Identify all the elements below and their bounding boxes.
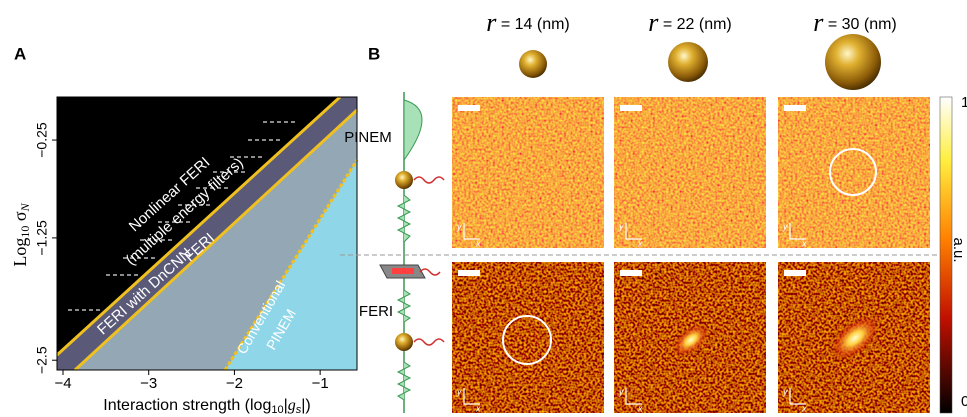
axis-glyph-label: y: [782, 221, 788, 231]
colorbar-label: a.u.: [950, 237, 967, 262]
axis-glyph-label: x: [475, 238, 481, 248]
nanoparticle: [825, 34, 881, 90]
axis-glyph-label: y: [456, 386, 462, 396]
y-tick-label: −0.25: [34, 122, 50, 158]
scale-bar: [784, 105, 806, 111]
column-header: r = 30 (nm): [813, 8, 897, 37]
image: [452, 262, 604, 413]
axis-glyph-label: x: [801, 238, 807, 248]
nanoparticle: [519, 50, 547, 78]
x-tick-label: −3: [140, 375, 157, 392]
scale-bar: [458, 270, 480, 276]
y-tick-label: −1.25: [34, 220, 50, 256]
scale-bar: [620, 105, 642, 111]
image-grid: [452, 97, 930, 413]
scale-bar: [620, 270, 642, 276]
colorbar-tick: 1: [961, 94, 967, 111]
scale-bar: [784, 270, 806, 276]
colorbar-tick: 0: [961, 393, 967, 410]
image: [452, 97, 604, 248]
axis-glyph-label: x: [637, 238, 643, 248]
row-label: PINEM: [344, 129, 392, 146]
column-headers: r = 14 (nm) r = 22 (nm) r = 30 (nm): [486, 8, 897, 37]
axis-glyph-label: x: [801, 403, 807, 413]
x-tick-label: −2: [226, 375, 243, 392]
image: [614, 97, 766, 248]
row-label: FERI: [359, 303, 393, 320]
x-axis-label: Interaction strength (log10|gs|): [103, 397, 310, 416]
axis-glyph-label: y: [456, 221, 462, 231]
axis-glyph-label: x: [475, 403, 481, 413]
panel-label: A: [14, 44, 26, 63]
axis-glyph-label: y: [618, 386, 624, 396]
scale-bar: [458, 105, 480, 111]
x-tick-label: −1: [312, 375, 329, 392]
column-header: r = 14 (nm): [486, 8, 570, 37]
axis-glyph-label: x: [637, 403, 643, 413]
axis-glyph-label: y: [782, 386, 788, 396]
image: [778, 97, 930, 248]
axis-glyph-label: y: [618, 221, 624, 231]
figure: A Nonlinear FERI (multiple energy filter…: [0, 0, 967, 417]
panel-label: B: [368, 44, 380, 63]
x-tick-label: −4: [54, 375, 71, 392]
nanoparticle: [668, 42, 708, 82]
y-axis-label: Log10 σN: [10, 202, 32, 266]
y-tick-label: −2.5: [34, 346, 50, 374]
column-header: r = 22 (nm): [648, 8, 732, 37]
phase-diagram: Nonlinear FERI (multiple energy filters)…: [57, 97, 357, 370]
